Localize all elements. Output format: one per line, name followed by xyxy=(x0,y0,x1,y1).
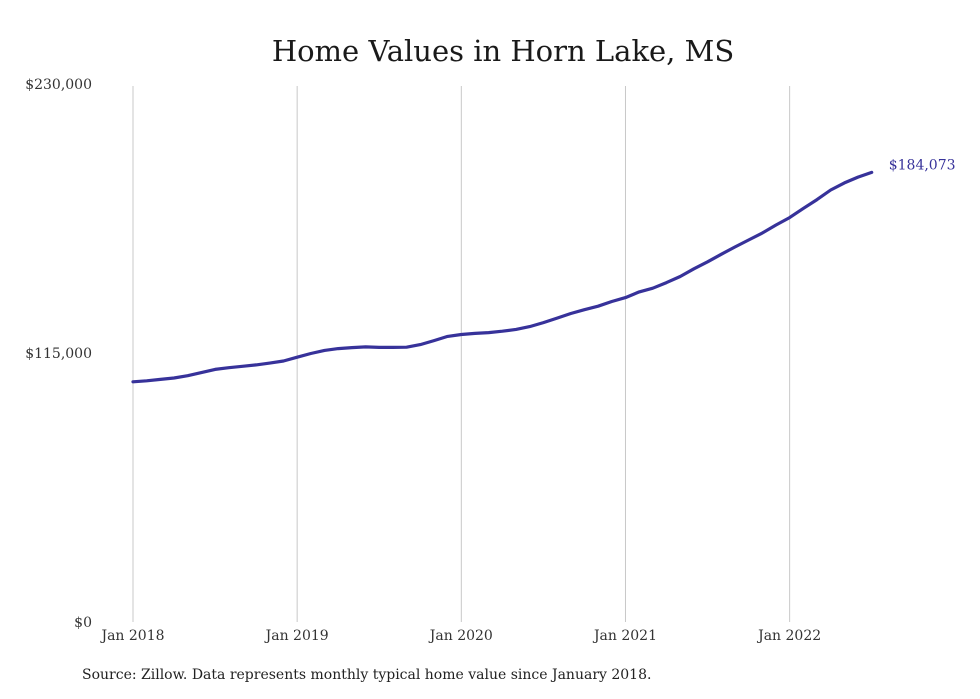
y-tick-label: $115,000 xyxy=(25,346,92,362)
chart-title: Home Values in Horn Lake, MS xyxy=(272,34,734,68)
x-tick-label: Jan 2019 xyxy=(264,628,329,644)
source-note: Source: Zillow. Data represents monthly … xyxy=(82,667,652,683)
series-line xyxy=(131,170,874,384)
x-tick-label: Jan 2021 xyxy=(592,628,657,644)
x-tick-label: Jan 2018 xyxy=(99,628,164,644)
series-layer: $184,073 xyxy=(131,157,956,384)
y-axis-tick-labels: $0 $115,000 $230,000 xyxy=(25,77,92,631)
x-tick-label: Jan 2022 xyxy=(756,628,821,644)
series-end-label: $184,073 xyxy=(889,157,956,173)
y-tick-label: $0 xyxy=(74,615,92,631)
x-tick-label: Jan 2020 xyxy=(428,628,493,644)
gridlines xyxy=(132,86,791,622)
y-tick-label: $230,000 xyxy=(25,77,92,93)
x-axis-tick-labels: Jan 2018 Jan 2019 Jan 2020 Jan 2021 Jan 2022 xyxy=(99,628,821,644)
